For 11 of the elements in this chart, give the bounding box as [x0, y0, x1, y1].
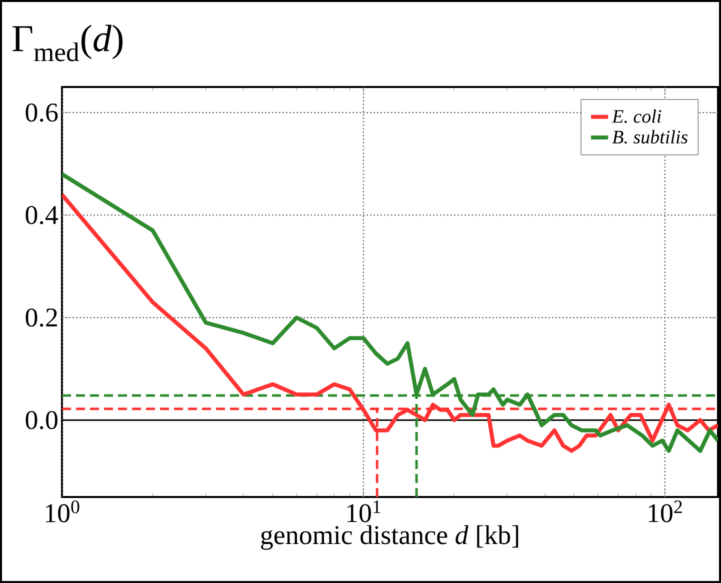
x-tick-label: 10$^{1}$	[347, 500, 380, 522]
y-tick-label: 0.2	[26, 308, 57, 327]
legend-label: E. coli	[612, 110, 662, 123]
chart-title: Γ$_{med}$(d)	[12, 24, 123, 62]
x-axis-title: genomic distance d [kb]	[261, 525, 518, 550]
y-tick-label: 0.0	[26, 410, 58, 430]
x-tick-label: 10$^{0}$	[46, 500, 80, 522]
legend-label: B. subtilis	[612, 130, 688, 144]
x-tick-label: 10$^{2}$	[648, 500, 682, 522]
y-tick-label: 0.4	[26, 206, 58, 224]
y-tick-label: 0.6	[26, 103, 58, 122]
